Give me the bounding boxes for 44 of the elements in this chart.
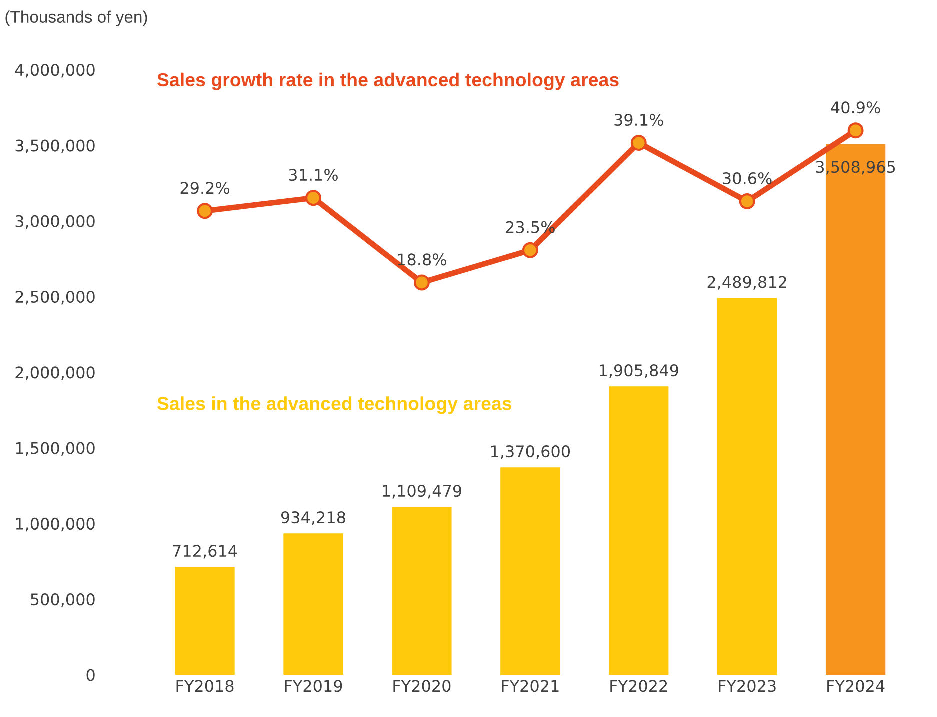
data-label: 39.1% bbox=[614, 114, 664, 126]
x-tick-label: FY2024 bbox=[828, 680, 885, 692]
text: Sales in the advanced technology areas bbox=[157, 396, 512, 414]
y-tick-label: 3,000,000 bbox=[16, 215, 95, 230]
y-tick-label: 1,500,000 bbox=[16, 442, 95, 456]
y-tick-label: 1,000,000 bbox=[16, 518, 95, 532]
bar bbox=[718, 298, 778, 675]
x-tick-label: FY2022 bbox=[610, 680, 668, 692]
y-tick-label: 4,000,000 bbox=[15, 64, 95, 78]
data-label: 1,370,600 bbox=[492, 446, 570, 460]
data-label: 40.9% bbox=[831, 102, 880, 114]
x-tick-label: FY2020 bbox=[394, 680, 451, 692]
text: Sales growth rate in the advanced technology areas bbox=[157, 72, 619, 90]
data-label: 934,218 bbox=[281, 512, 346, 526]
data-label: 18.8% bbox=[398, 254, 446, 266]
y-tick-label: 500,000 bbox=[31, 594, 95, 608]
point bbox=[306, 190, 322, 206]
bar bbox=[609, 386, 669, 675]
point bbox=[197, 203, 214, 220]
data-label: 1,905,849 bbox=[600, 364, 678, 378]
y-tick-label: 2,000,000 bbox=[16, 366, 95, 380]
x-tick-label: FY2021 bbox=[502, 680, 559, 692]
x-tick-label: FY2018 bbox=[176, 680, 234, 692]
point bbox=[522, 242, 538, 258]
data-label: 1,109,479 bbox=[383, 485, 462, 499]
data-label: 31.1% bbox=[289, 169, 338, 182]
y-axis-title: (Thousands of yen) bbox=[6, 10, 148, 26]
y-tick-label: 2,500,000 bbox=[16, 290, 95, 305]
data-label: 29.2% bbox=[180, 182, 230, 194]
y-tick-label: 0 bbox=[86, 669, 95, 682]
bar bbox=[175, 567, 235, 675]
bar bbox=[392, 507, 452, 675]
x-tick-label: FY2019 bbox=[285, 680, 342, 692]
y-tick-label: 3,500,000 bbox=[16, 140, 95, 154]
point bbox=[739, 194, 756, 210]
bar bbox=[500, 468, 560, 675]
data-label: 30.6% bbox=[723, 172, 772, 185]
x-tick-label: FY2023 bbox=[719, 680, 776, 692]
point bbox=[630, 135, 647, 152]
data-label: 2,489,812 bbox=[708, 276, 786, 290]
point bbox=[848, 122, 864, 139]
data-label: 712,614 bbox=[173, 545, 238, 559]
point bbox=[414, 274, 430, 291]
bar bbox=[284, 534, 344, 675]
